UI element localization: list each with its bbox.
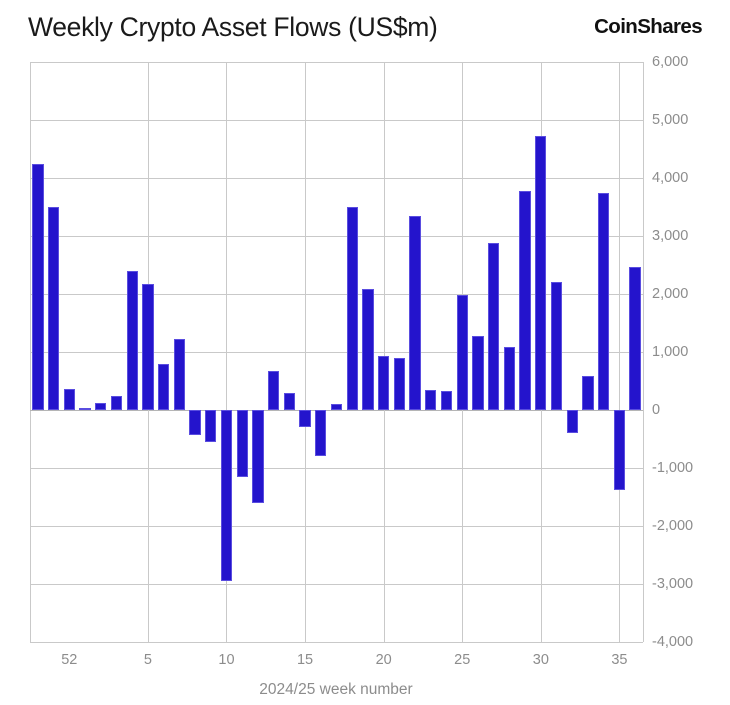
gridline-horizontal xyxy=(30,526,643,527)
bar-week-8 xyxy=(189,410,201,435)
x-tick-label: 10 xyxy=(218,652,235,668)
x-tick-label: 5 xyxy=(143,652,152,668)
bar-week-34 xyxy=(598,193,610,410)
x-tick-label: 20 xyxy=(375,652,392,668)
bar-week-10 xyxy=(220,410,233,582)
x-tick-label: 25 xyxy=(454,652,471,668)
bar-week-29 xyxy=(519,190,531,410)
bar-week-16 xyxy=(315,410,327,456)
bar-week-2 xyxy=(95,403,107,410)
y-tick-label: 2,000 xyxy=(652,286,689,302)
bar-week-20 xyxy=(377,356,390,410)
bar-week-1 xyxy=(79,407,91,410)
y-tick-label: 5,000 xyxy=(652,112,689,128)
bar-week-32 xyxy=(566,410,578,433)
bar-week-21 xyxy=(393,358,406,410)
gridline-horizontal xyxy=(30,294,643,295)
page-title: Weekly Crypto Asset Flows (US$m) xyxy=(28,12,438,42)
y-tick-label: 3,000 xyxy=(652,228,689,244)
bar-week-24 xyxy=(440,391,453,410)
bar-week-26 xyxy=(472,335,484,410)
x-axis-title: 2024/25 week number xyxy=(259,681,413,698)
plot-area xyxy=(30,62,643,643)
chart-header: Weekly Crypto Asset Flows (US$m) CoinSha… xyxy=(0,0,730,56)
x-tick-label: 30 xyxy=(532,652,549,668)
bar-week-18 xyxy=(346,207,358,410)
gridline-horizontal xyxy=(30,468,643,469)
bar-week-22 xyxy=(409,216,421,410)
bar-week-33 xyxy=(582,376,594,410)
y-tick-label: -4,000 xyxy=(652,634,694,650)
bar-week-9 xyxy=(205,410,217,442)
bar-week-6 xyxy=(157,363,170,410)
zero-line xyxy=(30,410,643,411)
bar-week-28 xyxy=(503,347,516,410)
gridline-vertical-week-15 xyxy=(305,62,307,642)
bar-week-30 xyxy=(535,136,547,410)
y-axis-line-right xyxy=(643,62,644,642)
gridline-vertical-week-35 xyxy=(619,62,621,642)
y-tick-label: -2,000 xyxy=(652,518,694,534)
y-tick-label: -3,000 xyxy=(652,576,694,592)
gridline-vertical-week-10 xyxy=(226,62,228,642)
bar-week-52 xyxy=(63,388,75,410)
gridline-horizontal xyxy=(30,642,643,643)
y-tick-label: 6,000 xyxy=(652,54,689,70)
bar-week-14 xyxy=(283,392,295,410)
bar-week-4 xyxy=(126,270,138,410)
x-tick-label: 52 xyxy=(61,652,78,668)
x-tick-label: 35 xyxy=(611,652,628,668)
gridline-vertical-week-20 xyxy=(383,62,385,642)
gridline-horizontal xyxy=(30,584,643,585)
bar-week-25 xyxy=(456,295,468,410)
y-tick-label: 4,000 xyxy=(652,170,689,186)
gridline-horizontal xyxy=(30,352,643,353)
x-axis-tick-labels: 52 5 10 15 20 25 30 35 xyxy=(0,652,730,678)
gridline-horizontal xyxy=(30,120,643,121)
bar-week-50 xyxy=(32,163,44,410)
bar-week-51 xyxy=(47,207,60,410)
gridline-horizontal xyxy=(30,178,643,179)
x-tick-label: 15 xyxy=(296,652,314,668)
bar-week-13 xyxy=(267,370,280,410)
y-tick-label: 1,000 xyxy=(652,344,689,360)
bar-week-31 xyxy=(550,282,563,410)
y-tick-label: -1,000 xyxy=(652,460,694,476)
gridline-horizontal xyxy=(30,236,643,237)
bar-week-35 xyxy=(613,410,626,491)
coinshares-logo: CoinShares xyxy=(594,15,703,38)
bar-week-3 xyxy=(110,395,123,410)
bar-week-7 xyxy=(173,338,185,410)
y-tick-label: 0 xyxy=(652,402,661,418)
bar-week-19 xyxy=(362,288,374,410)
bar-week-23 xyxy=(425,389,437,410)
bar-week-undefined xyxy=(629,266,641,410)
bars-layer xyxy=(30,62,643,642)
bar-week-27 xyxy=(488,242,500,410)
bar-week-5 xyxy=(142,283,154,410)
bar-week-11 xyxy=(236,410,248,477)
gridline-horizontal xyxy=(30,62,643,63)
bar-week-17 xyxy=(330,404,343,410)
bar-week-12 xyxy=(252,410,264,503)
y-axis-tick-labels: 6,000 5,000 4,000 3,000 2,000 1,000 0 -1,000 -2,… xyxy=(652,0,730,705)
bar-week-15 xyxy=(299,410,311,427)
